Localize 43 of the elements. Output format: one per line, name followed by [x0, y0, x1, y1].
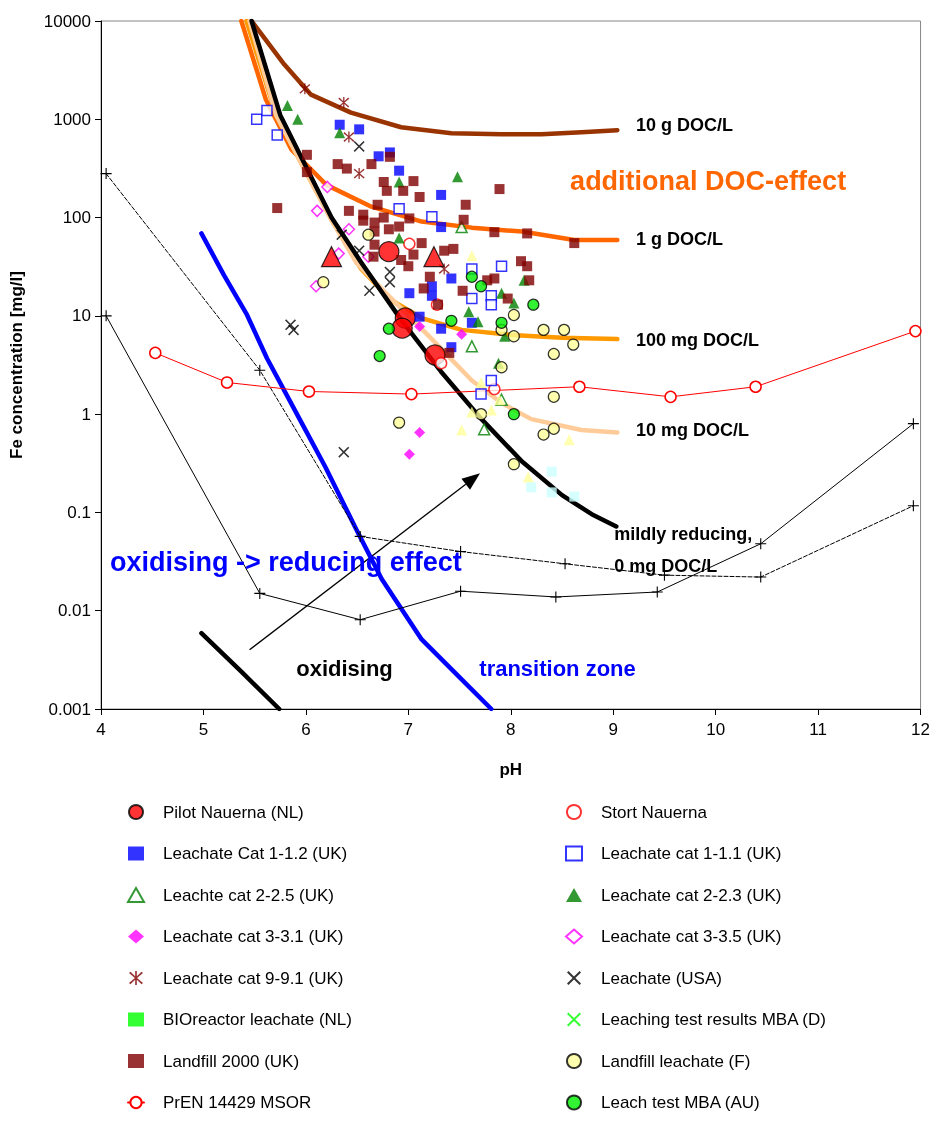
x-tick-label: 9 [608, 720, 618, 739]
legend-label: Leach test MBA (AU) [601, 1093, 760, 1112]
legend-label: BIOreactor leachate (NL) [163, 1010, 352, 1029]
annotation: additional DOC-effect [570, 166, 847, 197]
legend-label: Leachate (USA) [601, 968, 722, 988]
y-tick-label: 100 [62, 208, 91, 228]
legend-label: PrEN 14429 MSOR [163, 1093, 312, 1112]
legend-label: Leachate cat 3-3.1 (UK) [163, 927, 344, 946]
annotation: 10 mg DOC/L [635, 419, 749, 440]
x-tick-label: 8 [506, 720, 516, 739]
series-label: oxidising [296, 655, 393, 681]
legend-label: Landfill 2000 (UK) [163, 1051, 300, 1071]
y-tick-label: 0.1 [67, 502, 91, 522]
y-tick-label: 1000 [53, 109, 91, 129]
legend-label: Leachate cat 9-9.1 (UK) [163, 968, 344, 988]
legend-label: Leachate cat 3-3.5 (UK) [601, 927, 782, 946]
y-tick-label: 0.01 [57, 601, 91, 621]
annotation: 10 g DOC/L [635, 114, 733, 135]
annotation: 1 g DOC/L [635, 229, 723, 250]
x-tick-label: 7 [403, 720, 414, 739]
legend-label: Pilot Nauerna (NL) [163, 802, 304, 822]
x-axis-title: pH [499, 760, 523, 779]
y-tick-label: 1 [81, 404, 91, 424]
annotation: 100 mg DOC/L [635, 330, 759, 351]
series-label: transition zone [479, 655, 636, 681]
x-tick-label: 4 [96, 720, 106, 739]
x-tick-label: 10 [706, 720, 726, 739]
y-tick-label: 0.001 [48, 699, 91, 719]
legend-label: Leaching test results MBA (D) [601, 1010, 826, 1029]
legend-label: Landfill leachate (F) [601, 1051, 751, 1071]
legend-label: Leachte cat 2-2.5 (UK) [163, 885, 335, 905]
x-tick-label: 5 [198, 720, 209, 739]
legend-label: Leachate cat 2-2.3 (UK) [601, 885, 782, 905]
legend-label: Leachate Cat 1-1.2 (UK) [163, 844, 348, 863]
x-tick-label: 11 [809, 720, 827, 739]
x-tick-label: 6 [301, 720, 311, 739]
y-axis-title: Fe concentration [mg/l] [7, 271, 26, 459]
legend-label: Stort Nauerna [601, 802, 708, 822]
series-label: mildly reducing, 0 mg DOC/L [614, 524, 753, 577]
x-tick-label: 12 [911, 720, 931, 739]
y-tick-label: 10000 [43, 11, 91, 31]
legend-label: Leachate cat 1-1.1 (UK) [601, 844, 782, 863]
y-tick-label: 10 [72, 306, 91, 326]
